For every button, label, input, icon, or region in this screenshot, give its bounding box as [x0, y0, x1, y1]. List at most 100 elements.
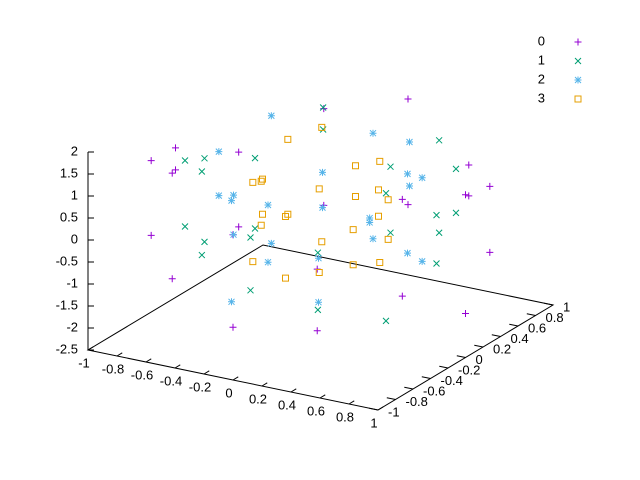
point: [230, 231, 237, 239]
point: [352, 162, 359, 170]
point: [382, 317, 390, 325]
point: [398, 195, 406, 203]
point: [257, 221, 265, 229]
point: [462, 191, 469, 199]
point: [201, 238, 208, 246]
point: [229, 323, 237, 331]
point: [230, 191, 237, 199]
point: [352, 193, 359, 200]
z-tick-label: 0.5: [60, 209, 78, 224]
legend: 0 1 2 3: [538, 33, 582, 105]
point: [384, 196, 392, 204]
point: [366, 214, 374, 222]
point: [198, 251, 206, 259]
y-tick: [386, 397, 396, 400]
x-tick-label: -0.2: [189, 379, 211, 394]
point: [181, 157, 189, 164]
y-tick-label: 0: [476, 352, 483, 367]
point: [404, 95, 412, 103]
x-tick-label: -0.6: [131, 367, 153, 382]
point: [315, 298, 322, 306]
y-tick-label: 1: [563, 299, 570, 314]
point: [384, 235, 392, 243]
point: [313, 327, 321, 335]
x-tick-label: 0.6: [307, 403, 325, 418]
x-tick: [348, 400, 355, 405]
point: [264, 201, 272, 209]
point: [282, 274, 289, 282]
x-tick: [145, 358, 152, 363]
point: [251, 225, 259, 232]
y-tick: [439, 365, 449, 369]
x-tick: [232, 376, 239, 381]
y-tick-label: -0.2: [458, 362, 480, 377]
legend-marker: [574, 95, 582, 103]
point: [452, 165, 460, 173]
point: [418, 174, 426, 182]
point: [452, 209, 460, 217]
point: [181, 223, 189, 230]
x-tick: [116, 352, 123, 357]
y-tick-label: 0.4: [511, 331, 529, 346]
y-tick: [456, 355, 466, 358]
point: [198, 168, 206, 175]
x-tick: [319, 394, 326, 399]
point: [257, 177, 265, 185]
point: [366, 218, 374, 226]
point: [433, 211, 440, 219]
point: [315, 185, 323, 193]
legend-label: 3: [538, 90, 545, 105]
point: [376, 259, 384, 267]
point: [247, 234, 254, 241]
point: [249, 258, 257, 266]
z-tick-label: -1: [66, 275, 78, 290]
x-tick: [87, 346, 94, 351]
z-tick-label: 2: [71, 143, 78, 158]
x-tick: [174, 364, 181, 369]
point: [369, 129, 377, 137]
point: [259, 210, 266, 218]
legend-label: 0: [538, 33, 545, 48]
point: [267, 239, 275, 247]
point: [314, 306, 322, 314]
point: [375, 186, 382, 194]
point: [433, 260, 440, 267]
point: [486, 248, 494, 256]
point: [247, 286, 254, 294]
x-tick-label: -0.8: [102, 361, 124, 376]
point: [235, 223, 243, 231]
point: [147, 157, 155, 165]
y-tick: [544, 302, 554, 306]
point: [284, 210, 292, 218]
y-tick-label: -0.4: [441, 373, 463, 388]
x-tick-label: 0.2: [249, 391, 267, 406]
point: [435, 229, 443, 237]
z-tick-label: 1.5: [60, 165, 78, 180]
point: [215, 192, 223, 200]
point: [404, 201, 412, 209]
y-tick: [421, 376, 431, 379]
y-tick-label: -1: [388, 404, 400, 419]
point: [318, 123, 326, 131]
point: [375, 212, 382, 220]
x-tick: [290, 388, 297, 393]
y-tick-label: -0.6: [423, 383, 445, 398]
point: [465, 161, 473, 169]
point: [376, 157, 384, 165]
point: [172, 166, 179, 174]
legend-label: 1: [538, 52, 545, 67]
point: [465, 192, 473, 200]
point: [418, 257, 426, 265]
point: [267, 112, 275, 120]
point: [406, 182, 413, 190]
y-tick: [491, 334, 501, 337]
z-tick-label: -2.5: [56, 341, 78, 356]
point: [404, 249, 411, 257]
point: [284, 135, 292, 143]
y-tick: [369, 407, 379, 411]
x-tick: [203, 370, 210, 375]
point: [264, 258, 272, 266]
x-tick: [261, 382, 268, 387]
point: [249, 178, 257, 186]
